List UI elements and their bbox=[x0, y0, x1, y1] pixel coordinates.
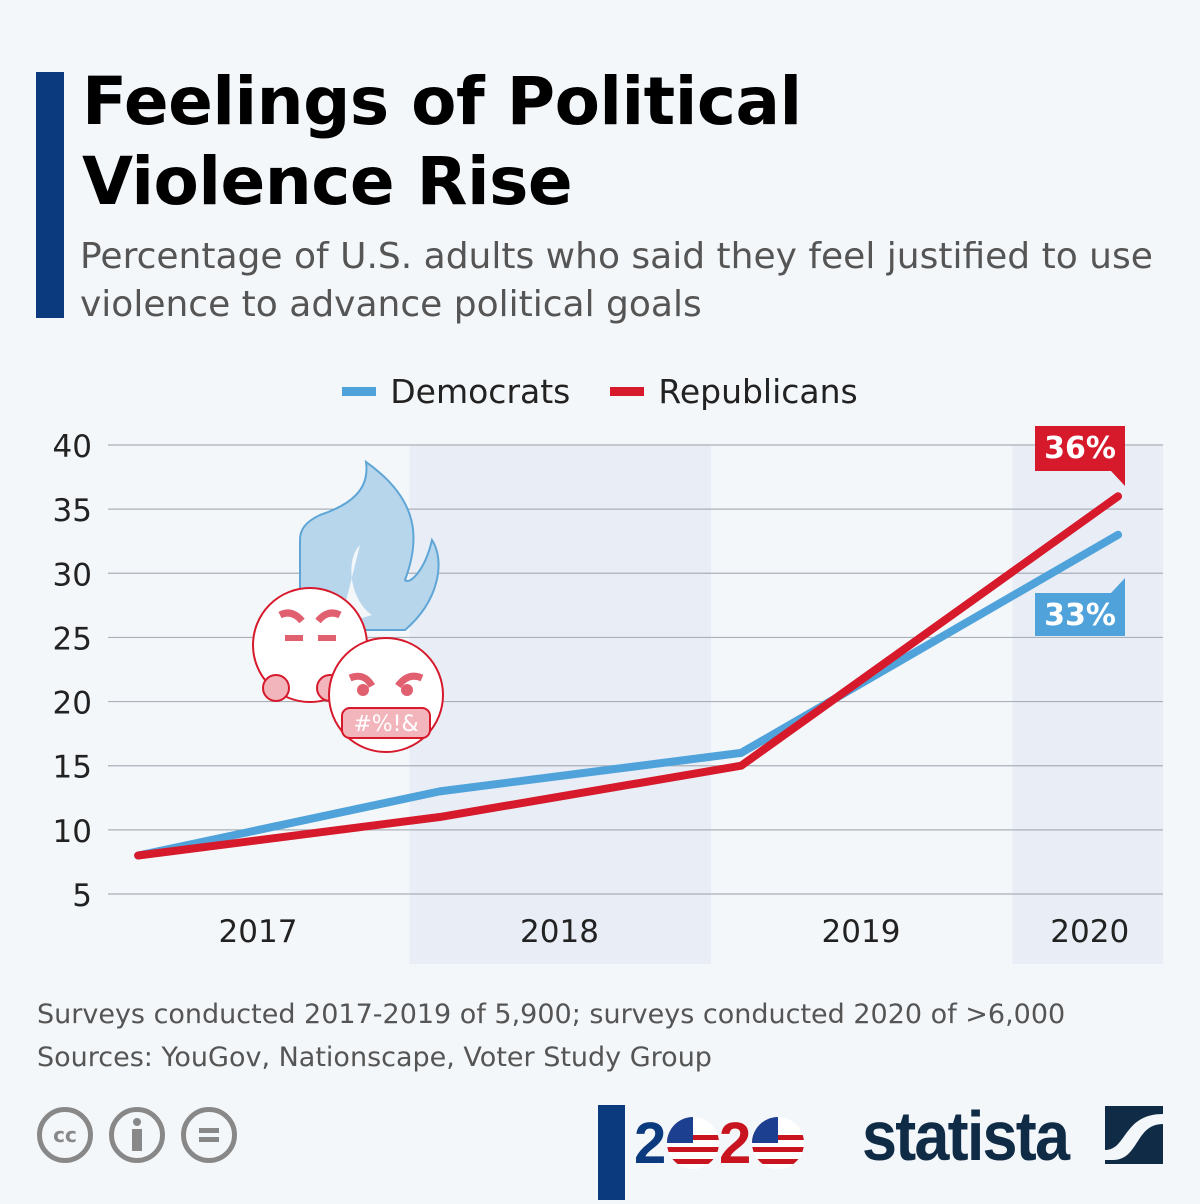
svg-text:#%!&: #%!& bbox=[353, 712, 418, 737]
x-tick-label: 2020 bbox=[1050, 914, 1129, 950]
label-box-democrats bbox=[1035, 578, 1125, 636]
legend-label-democrats: Democrats bbox=[390, 372, 571, 411]
svg-text:2: 2 bbox=[719, 1111, 751, 1176]
end-label-republicans: 36% bbox=[1044, 431, 1116, 466]
band-2020 bbox=[1012, 445, 1163, 964]
footer-sources: Sources: YouGov, Nationscape, Voter Stud… bbox=[37, 1042, 712, 1073]
label-box-republicans bbox=[1035, 426, 1125, 486]
legend-swatch-republicans bbox=[610, 387, 645, 396]
series-line-democrats bbox=[134, 530, 1123, 860]
band-2018 bbox=[409, 445, 711, 964]
accent-bar bbox=[36, 72, 64, 318]
footer: Surveys conducted 2017-2019 of 5,900; su… bbox=[37, 993, 1065, 1079]
footer-note: Surveys conducted 2017-2019 of 5,900; su… bbox=[37, 999, 1066, 1030]
line-chart: 5 10 15 20 25 30 35 40 2017 2018 2019 2020 #%!& 36% 33… bbox=[53, 426, 1163, 964]
y-tick-label: 5 bbox=[72, 878, 92, 914]
legend-swatch-democrats bbox=[342, 387, 377, 396]
y-tick-label: 40 bbox=[53, 429, 92, 465]
legend-republicans: Republicans bbox=[610, 372, 858, 411]
election-2020-logo: 2 2 bbox=[598, 1105, 808, 1204]
angry-faces-flame-illustration: #%!& bbox=[252, 459, 444, 753]
y-tick-label: 15 bbox=[53, 750, 92, 786]
statista-logo-mark-icon bbox=[1105, 1106, 1163, 1164]
chart-title: Feelings of Political Violence Rise bbox=[82, 63, 802, 220]
end-label-democrats: 33% bbox=[1044, 598, 1116, 633]
chart-subtitle: Percentage of U.S. adults who said they … bbox=[80, 236, 1153, 325]
series-line-republicans bbox=[134, 492, 1123, 860]
x-tick-label: 2018 bbox=[520, 914, 599, 950]
nd-icon bbox=[181, 1107, 237, 1163]
svg-text:2: 2 bbox=[634, 1111, 666, 1176]
x-tick-label: 2019 bbox=[822, 914, 901, 950]
x-tick-label: 2017 bbox=[219, 914, 298, 950]
statista-logo: statista bbox=[862, 1097, 1070, 1175]
legend-democrats: Democrats bbox=[342, 372, 570, 411]
by-icon bbox=[109, 1107, 165, 1163]
legend-label-republicans: Republicans bbox=[658, 372, 858, 411]
y-tick-label: 10 bbox=[53, 814, 92, 850]
y-tick-label: 25 bbox=[53, 621, 92, 657]
y-tick-label: 30 bbox=[53, 557, 92, 593]
legend: Democrats Republicans bbox=[0, 372, 1200, 411]
cc-icon: cc bbox=[37, 1107, 93, 1163]
y-tick-label: 35 bbox=[53, 493, 92, 529]
y-tick-label: 20 bbox=[53, 686, 92, 722]
